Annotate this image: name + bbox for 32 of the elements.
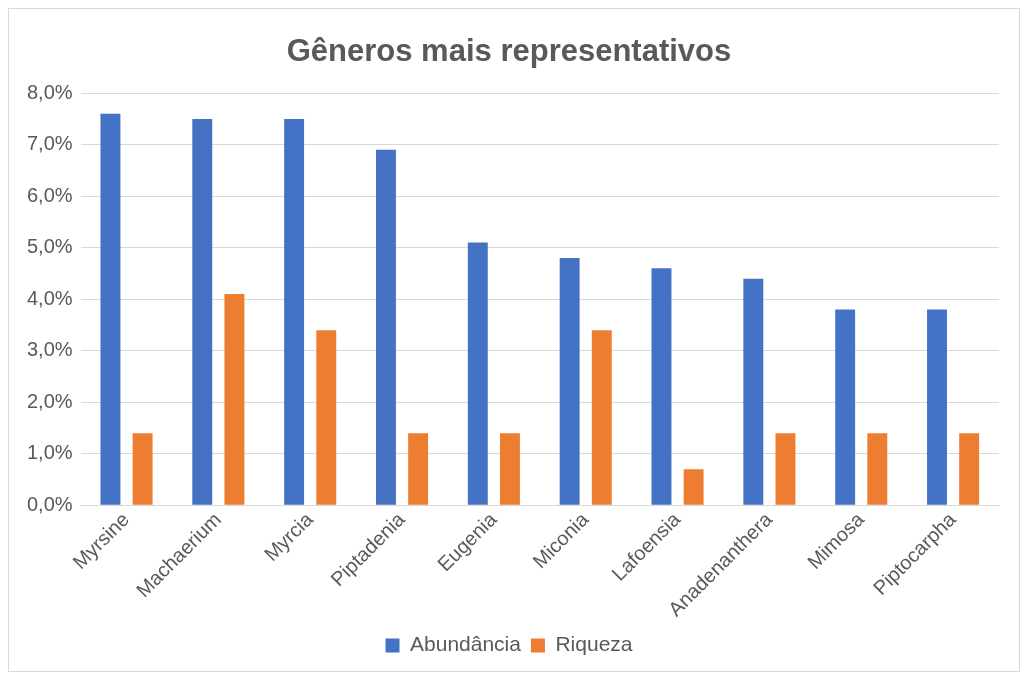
bar (224, 294, 245, 505)
bar (651, 268, 672, 505)
y-tick-label: 5,0% (26, 235, 73, 258)
legend-label: Riqueza (555, 632, 633, 656)
legend-label: Abundância (410, 632, 522, 656)
bar (743, 278, 764, 505)
bar (867, 433, 888, 505)
bar (375, 149, 396, 505)
bar (467, 242, 488, 505)
bar (959, 433, 980, 505)
bar (132, 433, 153, 505)
bar (316, 330, 337, 505)
bar (100, 113, 121, 505)
bar (284, 118, 305, 505)
bar (927, 309, 947, 505)
y-tick-label: 1,0% (26, 441, 73, 464)
y-tick-label: 7,0% (26, 132, 73, 155)
y-tick-label: 6,0% (26, 183, 73, 206)
bar (683, 469, 704, 505)
bar (591, 330, 612, 505)
bar (499, 433, 520, 505)
y-tick-label: 3,0% (26, 338, 73, 361)
y-tick-label: 0,0% (26, 492, 73, 515)
y-tick-label: 4,0% (26, 286, 73, 309)
bar (559, 258, 580, 505)
bar (775, 433, 796, 505)
bar (835, 309, 856, 505)
chart-title: Gêneros mais representativos (286, 33, 732, 69)
bar (192, 118, 213, 505)
y-tick-label: 2,0% (26, 389, 73, 412)
bar (408, 433, 429, 505)
y-tick-label: 8,0% (26, 80, 73, 103)
